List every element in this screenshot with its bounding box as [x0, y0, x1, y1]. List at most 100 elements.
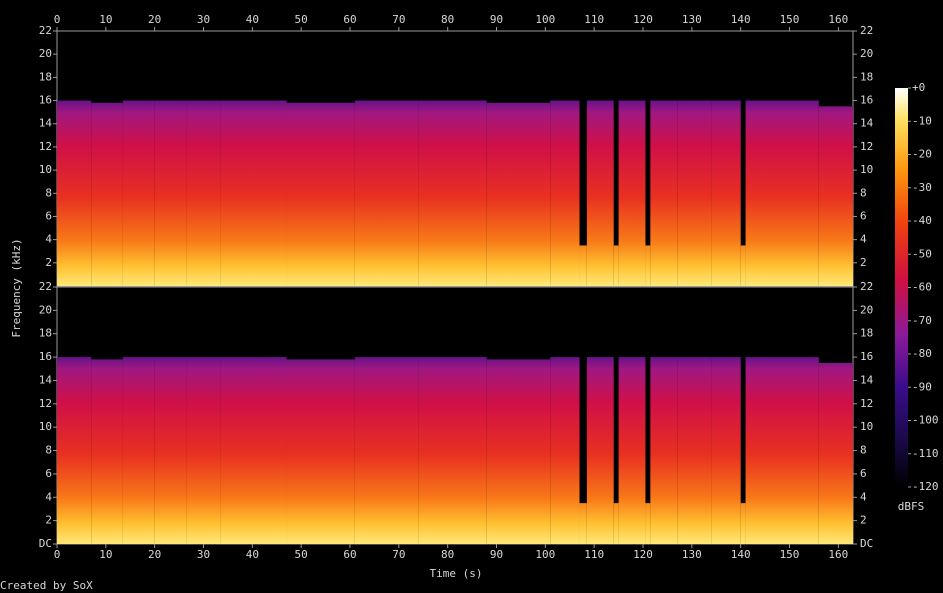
x-tick-label-top: 50: [295, 13, 308, 26]
spectrum-segment: [220, 357, 287, 544]
x-tick-label-top: 60: [343, 13, 356, 26]
y-tick-label-right: 14: [860, 117, 874, 130]
spectrum-segment: [818, 106, 853, 286]
x-tick-label: 30: [197, 548, 210, 561]
spectrum-segment: [57, 357, 92, 544]
y-tick-label-right: 12: [860, 397, 873, 410]
y-tick-label: 4: [45, 490, 52, 503]
x-tick-label-top: 0: [54, 13, 61, 26]
x-tick-label-top: 20: [148, 13, 161, 26]
x-tick-label: 20: [148, 548, 161, 561]
x-tick-label: 150: [780, 548, 800, 561]
spectrum-segment: [677, 100, 712, 286]
y-tick-label: 10: [39, 163, 52, 176]
x-tick-label: 70: [392, 548, 405, 561]
y-tick-label-right: 16: [860, 350, 873, 363]
colorbar-tick-label: -120: [912, 480, 939, 493]
y-tick-label-right: 18: [860, 70, 873, 83]
spectrum-segment: [740, 503, 746, 544]
x-tick-label: 130: [682, 548, 702, 561]
y-tick-label-right: 16: [860, 94, 873, 107]
y-tick-label-right: 8: [860, 186, 867, 199]
spectrum-segment: [486, 102, 551, 286]
y-tick-label: 22: [39, 280, 52, 293]
spectrum-segment: [550, 100, 580, 286]
y-tick-label-right: 18: [860, 327, 873, 340]
spectrum-segment: [286, 102, 355, 286]
y-tick-label: 16: [39, 350, 52, 363]
x-tick-label: 140: [731, 548, 751, 561]
spectrum-segment: [645, 245, 651, 286]
spectrum-segment: [650, 100, 678, 286]
x-tick-label: 40: [246, 548, 259, 561]
spectrum-segment: [550, 357, 580, 544]
spectrum-segment: [286, 359, 355, 544]
spectrum-segment: [586, 357, 614, 544]
colorbar: [895, 88, 908, 487]
x-tick-label: 0: [54, 548, 61, 561]
x-tick-label-top: 10: [99, 13, 112, 26]
x-tick-label-top: 70: [392, 13, 405, 26]
y-tick-label-right: 4: [860, 233, 867, 246]
y-tick-label-right: 20: [860, 303, 873, 316]
colorbar-tick-label: -20: [912, 148, 932, 161]
y-tick-label: 16: [39, 94, 52, 107]
x-tick-label-top: 120: [633, 13, 653, 26]
spectrum-segment: [745, 100, 819, 286]
y-tick-label: 12: [39, 140, 52, 153]
y-tick-label: 20: [39, 47, 52, 60]
y-tick-label-right: DC: [860, 537, 873, 550]
x-tick-label: 100: [535, 548, 555, 561]
colorbar-tick-label: -80: [912, 347, 932, 360]
y-tick-label-right: 12: [860, 140, 873, 153]
spectrum-segment: [91, 102, 123, 286]
x-tick-label: 120: [633, 548, 653, 561]
spectrum-segment: [618, 100, 646, 286]
x-tick-label-top: 160: [828, 13, 848, 26]
spectrum-segment: [486, 359, 551, 544]
y-tick-label-right: 6: [860, 209, 867, 222]
colorbar-tick-label: -30: [912, 181, 932, 194]
colorbar-tick-label: -100: [912, 414, 939, 427]
spectrum-segment: [645, 503, 651, 544]
colorbar-tick-label: -50: [912, 247, 932, 260]
x-tick-label: 90: [490, 548, 503, 561]
x-tick-label: 60: [343, 548, 356, 561]
spectrum-segment: [418, 100, 487, 286]
y-tick-label-right: 22: [860, 280, 873, 293]
spectrum-segment: [579, 245, 587, 286]
x-tick-label-top: 140: [731, 13, 751, 26]
spectrum-segment: [220, 100, 287, 286]
y-tick-label: 12: [39, 397, 52, 410]
spectrum-segment: [711, 100, 741, 286]
spectrum-segment: [711, 357, 741, 544]
spectrum-segment: [186, 100, 221, 286]
spectrum-segment: [677, 357, 712, 544]
spectrum-segment: [354, 357, 419, 544]
credit: Created by SoX: [0, 579, 93, 592]
colorbar-label: dBFS: [898, 500, 925, 513]
y-tick-label: 22: [39, 24, 52, 37]
x-tick-label-top: 90: [490, 13, 503, 26]
spectrum-segment: [154, 100, 187, 286]
y-tick-label: 2: [45, 514, 52, 527]
spectrum-segment: [57, 100, 92, 286]
x-tick-label-top: 130: [682, 13, 702, 26]
y-tick-label: 14: [39, 373, 53, 386]
x-tick-label-top: 110: [584, 13, 604, 26]
x-tick-label: 80: [441, 548, 454, 561]
spectrum-segment: [818, 362, 853, 544]
y-tick-label: 2: [45, 256, 52, 269]
x-axis-label: Time (s): [430, 567, 483, 580]
y-tick-label: 8: [45, 444, 52, 457]
y-tick-label: 18: [39, 327, 52, 340]
y-tick-label-right: 8: [860, 444, 867, 457]
spectrum-segment: [650, 357, 678, 544]
x-tick-label: 50: [295, 548, 308, 561]
colorbar-tick-label: +0: [912, 81, 925, 94]
y-tick-label: 14: [39, 117, 53, 130]
x-tick-label-top: 150: [780, 13, 800, 26]
spectrum-segment: [418, 357, 487, 544]
